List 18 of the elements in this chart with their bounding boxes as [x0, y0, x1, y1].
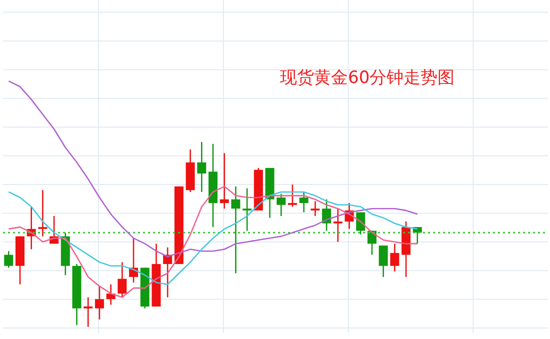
- candlestick: [94, 286, 104, 320]
- candlestick: [4, 250, 14, 268]
- candlestick: [118, 262, 127, 298]
- candlestick: [322, 198, 332, 232]
- candlestick: [276, 193, 286, 217]
- candlestick: [242, 188, 252, 232]
- candlestick: [197, 141, 206, 193]
- candlestick: [299, 191, 308, 213]
- candlestick: [84, 296, 93, 328]
- candlestick: [288, 184, 297, 208]
- candlestick: [220, 152, 229, 210]
- candlestick: [390, 243, 400, 272]
- candlestick: [333, 208, 342, 243]
- chart-title: 现货黄金60分钟走势图: [280, 67, 455, 89]
- candlestick: [231, 186, 240, 274]
- candlestick: [38, 189, 48, 237]
- candlestick: [378, 244, 388, 278]
- candlestick: [310, 200, 320, 217]
